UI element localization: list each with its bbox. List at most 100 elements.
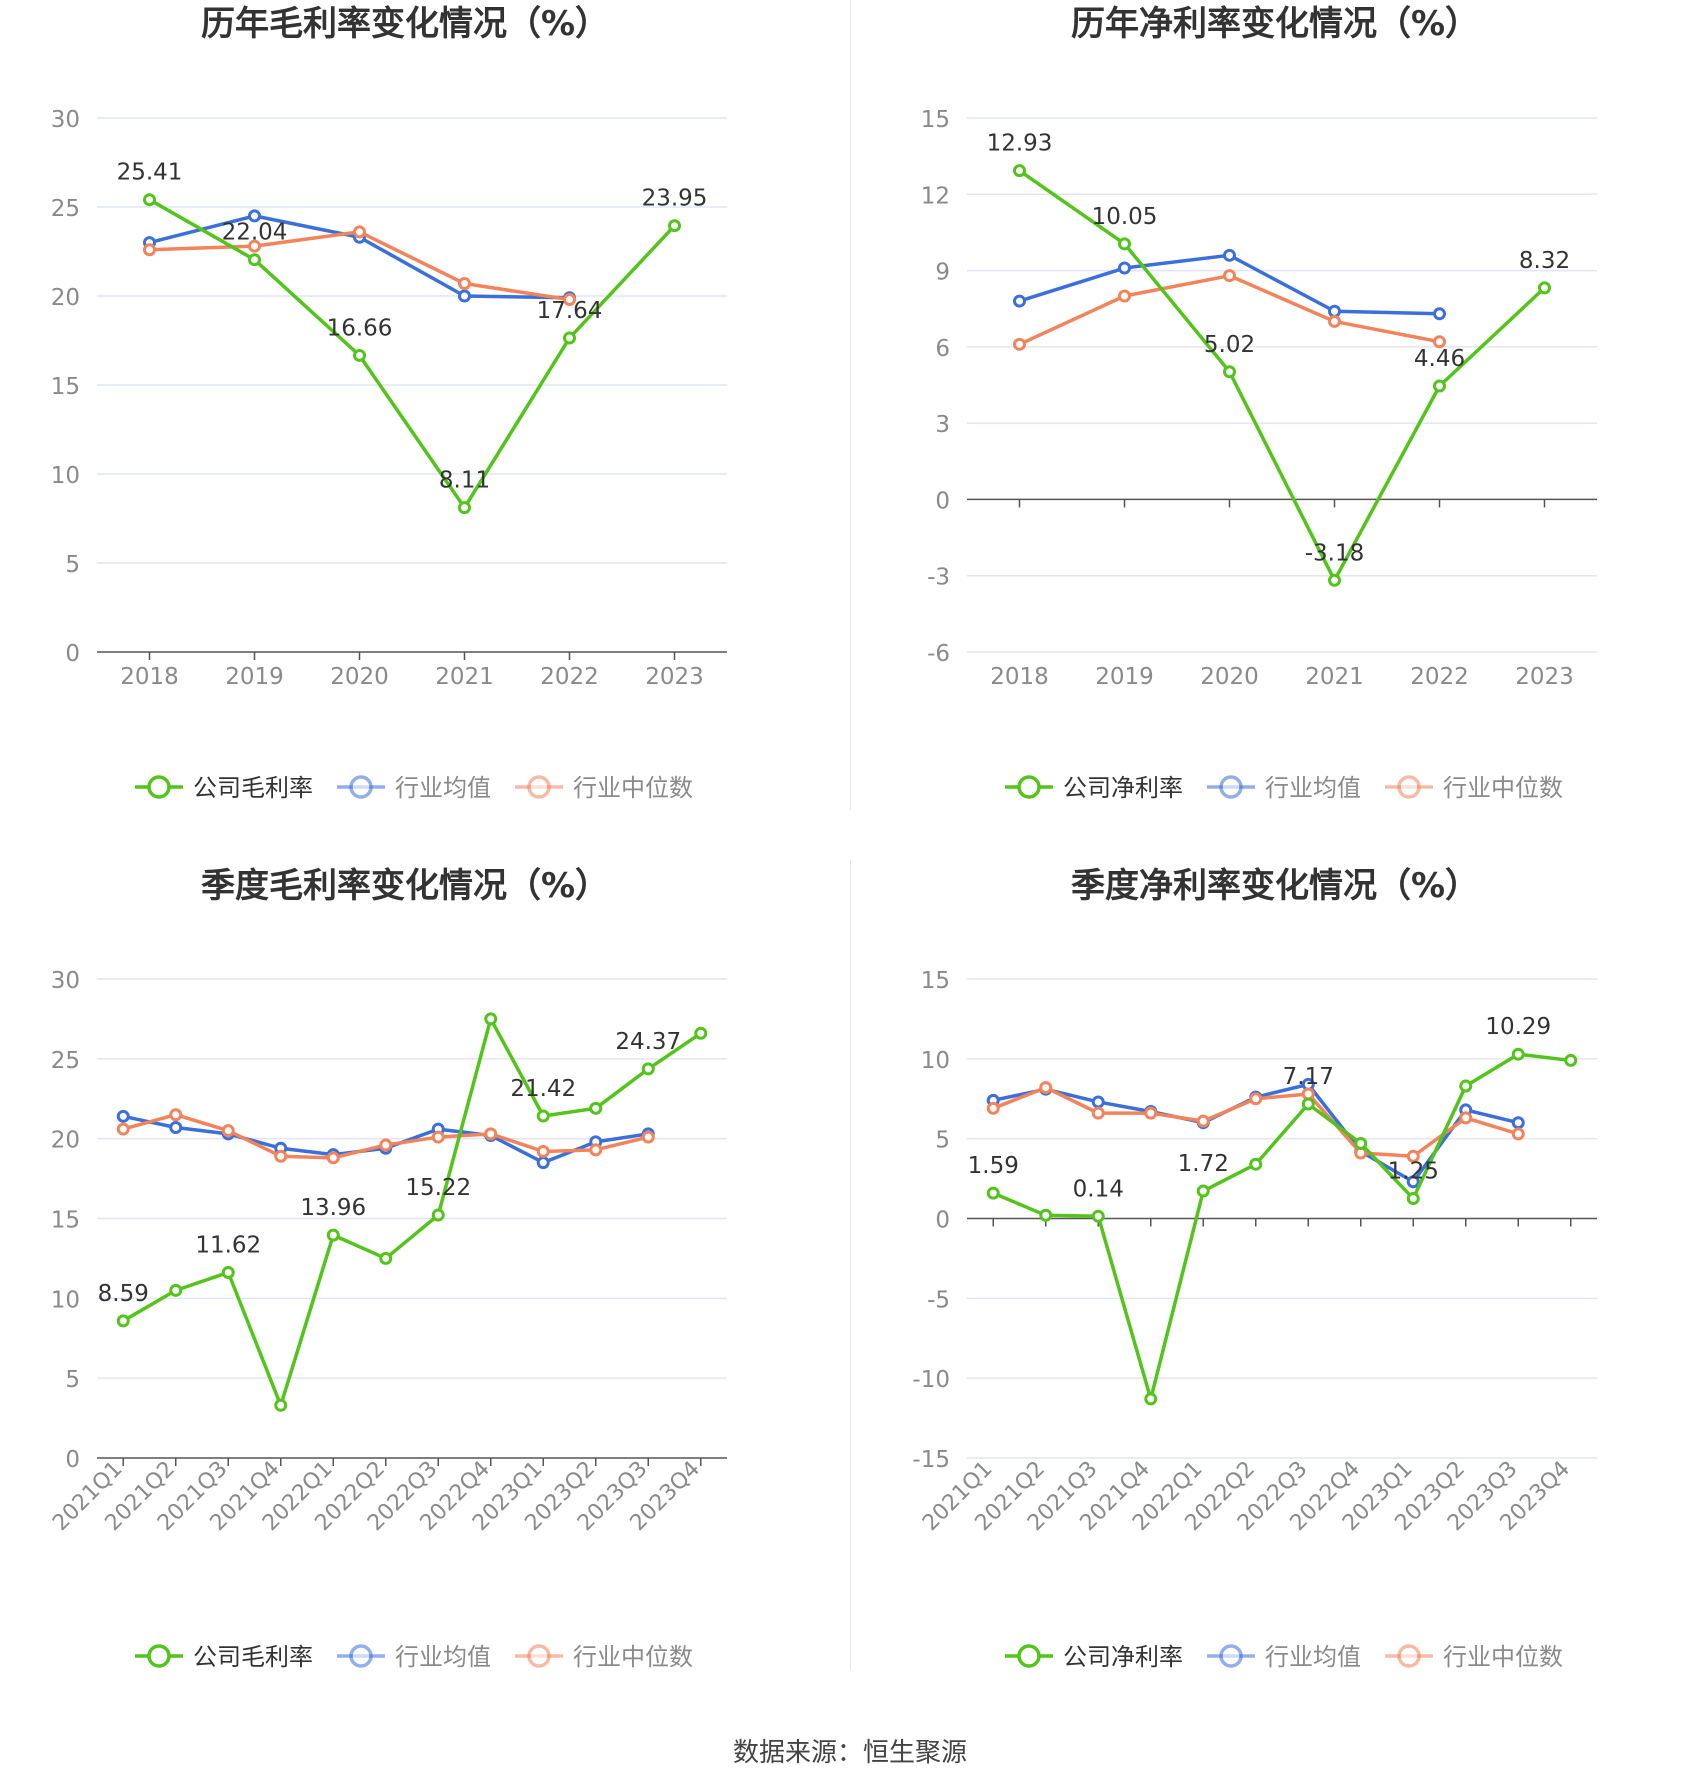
legend-item-2: 行业中位数 xyxy=(515,1643,693,1671)
y-tick-label: 5 xyxy=(65,552,80,578)
data-label: 8.11 xyxy=(439,468,490,494)
data-point xyxy=(986,1101,1000,1115)
data-point xyxy=(1013,337,1026,351)
legend-label: 公司毛利率 xyxy=(193,1643,313,1671)
data-label: 10.05 xyxy=(1092,204,1158,230)
data-point xyxy=(1406,1192,1420,1206)
y-tick-label: 12 xyxy=(921,183,950,209)
data-label: 21.42 xyxy=(510,1076,576,1102)
legend-item-0: 公司毛利率 xyxy=(135,774,313,802)
legend-item-1: 行业均值 xyxy=(337,774,491,802)
data-point xyxy=(116,1314,130,1328)
legend-marker xyxy=(1397,775,1421,799)
data-point xyxy=(536,1109,550,1123)
y-tick-label: 5 xyxy=(935,1128,950,1154)
chart-title: 季度净利率变化情况（%） xyxy=(1071,866,1479,906)
data-point xyxy=(1223,269,1236,283)
data-point xyxy=(694,1026,708,1040)
data-label: 17.64 xyxy=(537,298,603,324)
data-point xyxy=(1118,237,1131,251)
data-point xyxy=(641,1062,655,1076)
legend-marker xyxy=(1017,1644,1041,1668)
x-tick-label: 2018 xyxy=(120,664,179,690)
data-label: 13.96 xyxy=(300,1195,366,1221)
legend-marker xyxy=(1219,775,1243,799)
data-point xyxy=(1249,1092,1263,1106)
data-point xyxy=(248,253,261,267)
x-tick-label: 2021 xyxy=(435,664,494,690)
data-point xyxy=(1354,1136,1368,1150)
chart-title: 历年净利率变化情况（%） xyxy=(1071,4,1479,44)
data-point xyxy=(431,1208,445,1222)
legend-marker xyxy=(1397,1644,1421,1668)
data-point xyxy=(1091,1209,1105,1223)
legend-item-1: 行业均值 xyxy=(1207,1643,1361,1671)
data-point xyxy=(431,1130,445,1144)
y-tick-label: 3 xyxy=(935,412,950,438)
data-label: 0.14 xyxy=(1073,1176,1124,1202)
data-point xyxy=(1459,1079,1473,1093)
data-point xyxy=(326,1228,340,1242)
legend-label: 行业均值 xyxy=(395,1643,491,1671)
legend-label: 行业均值 xyxy=(1265,1643,1361,1671)
data-point xyxy=(116,1109,130,1123)
x-tick-label: 2022 xyxy=(1410,664,1469,690)
data-point xyxy=(1091,1095,1105,1109)
data-point xyxy=(589,1143,603,1157)
data-point xyxy=(1196,1114,1210,1128)
chart-title: 季度毛利率变化情况（%） xyxy=(201,866,609,906)
legend-item-1: 行业均值 xyxy=(337,1643,491,1671)
legend-marker xyxy=(527,1644,551,1668)
legend-item-0: 公司净利率 xyxy=(1005,1643,1183,1671)
data-label: 8.59 xyxy=(98,1281,149,1307)
data-point xyxy=(1433,379,1446,393)
x-tick-label: 2022 xyxy=(540,664,599,690)
y-tick-label: 15 xyxy=(51,1208,80,1234)
y-tick-label: 30 xyxy=(51,968,80,994)
data-point xyxy=(274,1149,288,1163)
data-point xyxy=(1301,1097,1315,1111)
data-point xyxy=(1118,289,1131,303)
legend-item-0: 公司净利率 xyxy=(1005,774,1183,802)
data-point xyxy=(1511,1127,1525,1141)
data-point xyxy=(1301,1087,1315,1101)
x-tick-label: 2018 xyxy=(990,664,1049,690)
legend-marker xyxy=(527,775,551,799)
data-point xyxy=(1144,1392,1158,1406)
data-point xyxy=(563,331,576,345)
data-point xyxy=(536,1144,550,1158)
data-point xyxy=(1406,1149,1420,1163)
data-point xyxy=(1118,261,1131,275)
data-label: 1.72 xyxy=(1178,1151,1229,1177)
data-point xyxy=(1013,294,1026,308)
data-point xyxy=(1039,1208,1053,1222)
y-tick-label: 10 xyxy=(51,463,80,489)
data-point xyxy=(1538,281,1551,295)
legend-marker xyxy=(147,775,171,799)
data-point xyxy=(458,501,471,515)
legend-label: 公司净利率 xyxy=(1063,774,1183,802)
chart-panel-1: 历年毛利率变化情况（%） 0 5 10 15 20 25 30 2018 2019 2020 2021… xyxy=(51,4,727,802)
data-label: 1.59 xyxy=(968,1153,1019,1179)
data-point xyxy=(1564,1053,1578,1067)
data-point xyxy=(1013,164,1026,178)
data-point xyxy=(1328,304,1341,318)
data-point xyxy=(1511,1116,1525,1130)
data-point xyxy=(169,1283,183,1297)
series-line-0 xyxy=(148,198,676,510)
vertical-divider-top xyxy=(850,0,851,810)
y-tick-label: 6 xyxy=(935,336,950,362)
data-source-note: 数据来源：恒生聚源 xyxy=(732,1738,967,1768)
x-tick-label: 2019 xyxy=(225,664,284,690)
data-label: 11.62 xyxy=(195,1232,261,1258)
legend-label: 行业均值 xyxy=(1265,774,1361,802)
data-point xyxy=(169,1108,183,1122)
data-point xyxy=(326,1151,340,1165)
data-point xyxy=(536,1156,550,1170)
y-tick-label: 20 xyxy=(51,285,80,311)
data-point xyxy=(379,1251,393,1265)
legend-label: 行业中位数 xyxy=(1443,1643,1563,1671)
legend-label: 行业中位数 xyxy=(573,1643,693,1671)
legend-marker xyxy=(349,775,373,799)
